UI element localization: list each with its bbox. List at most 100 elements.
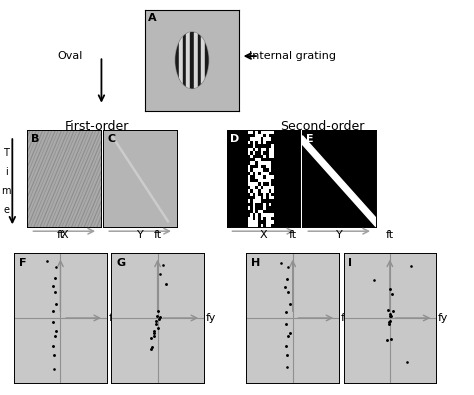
Bar [264, 196, 266, 199]
Bar [255, 220, 258, 224]
Bar [269, 224, 271, 227]
Bar [269, 130, 271, 134]
Bar [258, 172, 261, 175]
Bar [250, 154, 253, 158]
Bar [255, 196, 258, 199]
Text: Y: Y [137, 230, 144, 240]
Bar [271, 144, 274, 148]
Bar [264, 148, 266, 151]
Text: i: i [5, 167, 8, 177]
Bar [258, 224, 261, 227]
Bar [179, 32, 183, 88]
Bar [205, 32, 209, 88]
Bar [261, 130, 264, 134]
Bar [271, 141, 274, 144]
Bar [253, 175, 255, 179]
Bar [264, 137, 266, 141]
Bar [271, 189, 274, 193]
Bar [266, 206, 269, 210]
Bar [269, 213, 271, 217]
Bar [258, 168, 261, 172]
Bar [258, 162, 261, 165]
Text: Oval: Oval [57, 51, 83, 61]
Bar [261, 137, 264, 141]
Bar [247, 199, 250, 203]
Bar [247, 172, 250, 175]
Bar [253, 224, 255, 227]
Bar [175, 32, 179, 88]
Bar [266, 134, 269, 137]
Bar [261, 213, 264, 217]
Bar [250, 220, 253, 224]
Bar [261, 162, 264, 165]
Bar [266, 186, 269, 189]
Bar [250, 137, 253, 141]
Bar [264, 165, 266, 168]
Bar [271, 165, 274, 168]
Bar [258, 220, 261, 224]
Text: D: D [230, 134, 239, 144]
Bar [194, 32, 198, 88]
Bar [271, 203, 274, 206]
Bar [269, 165, 271, 168]
Bar [250, 186, 253, 189]
Bar [266, 162, 269, 165]
Bar [255, 168, 258, 172]
Bar [250, 213, 253, 217]
Bar [264, 213, 266, 217]
Text: F: F [19, 258, 27, 268]
Bar [255, 182, 258, 186]
Bar [261, 182, 264, 186]
Bar [253, 165, 255, 168]
Bar [269, 172, 271, 175]
Bar [247, 141, 250, 144]
Bar [269, 189, 271, 193]
Bar [247, 206, 250, 210]
Bar [186, 32, 190, 88]
Bar [264, 144, 266, 148]
Ellipse shape [175, 32, 209, 88]
Bar [266, 165, 269, 168]
Bar [269, 137, 271, 141]
Bar [255, 189, 258, 193]
Bar [269, 179, 271, 182]
Bar [269, 134, 271, 137]
Bar [250, 144, 253, 148]
Bar [253, 196, 255, 199]
Bar [250, 168, 253, 172]
Bar [266, 210, 269, 213]
Bar [258, 151, 261, 154]
Bar [269, 158, 271, 162]
Bar [247, 224, 250, 227]
Bar [264, 172, 266, 175]
Bar [271, 154, 274, 158]
Bar [271, 217, 274, 220]
Bar [271, 137, 274, 141]
Bar [264, 130, 266, 134]
Bar [261, 193, 264, 196]
Bar [266, 172, 269, 175]
Bar [261, 199, 264, 203]
Bar [258, 130, 261, 134]
Bar [247, 154, 250, 158]
Text: m: m [1, 186, 11, 196]
Bar [264, 203, 266, 206]
Bar [247, 165, 250, 168]
Bar [255, 162, 258, 165]
Bar [255, 144, 258, 148]
Bar [250, 203, 253, 206]
Bar [261, 172, 264, 175]
Text: Second-order: Second-order [280, 120, 365, 134]
Bar [255, 151, 258, 154]
Text: ft: ft [386, 230, 394, 240]
Bar [253, 182, 255, 186]
Bar [264, 186, 266, 189]
Bar [247, 130, 250, 134]
Bar [269, 206, 271, 210]
Bar [250, 165, 253, 168]
Bar [264, 189, 266, 193]
Bar [183, 32, 186, 88]
Bar [258, 217, 261, 220]
Bar [253, 193, 255, 196]
Bar [250, 196, 253, 199]
